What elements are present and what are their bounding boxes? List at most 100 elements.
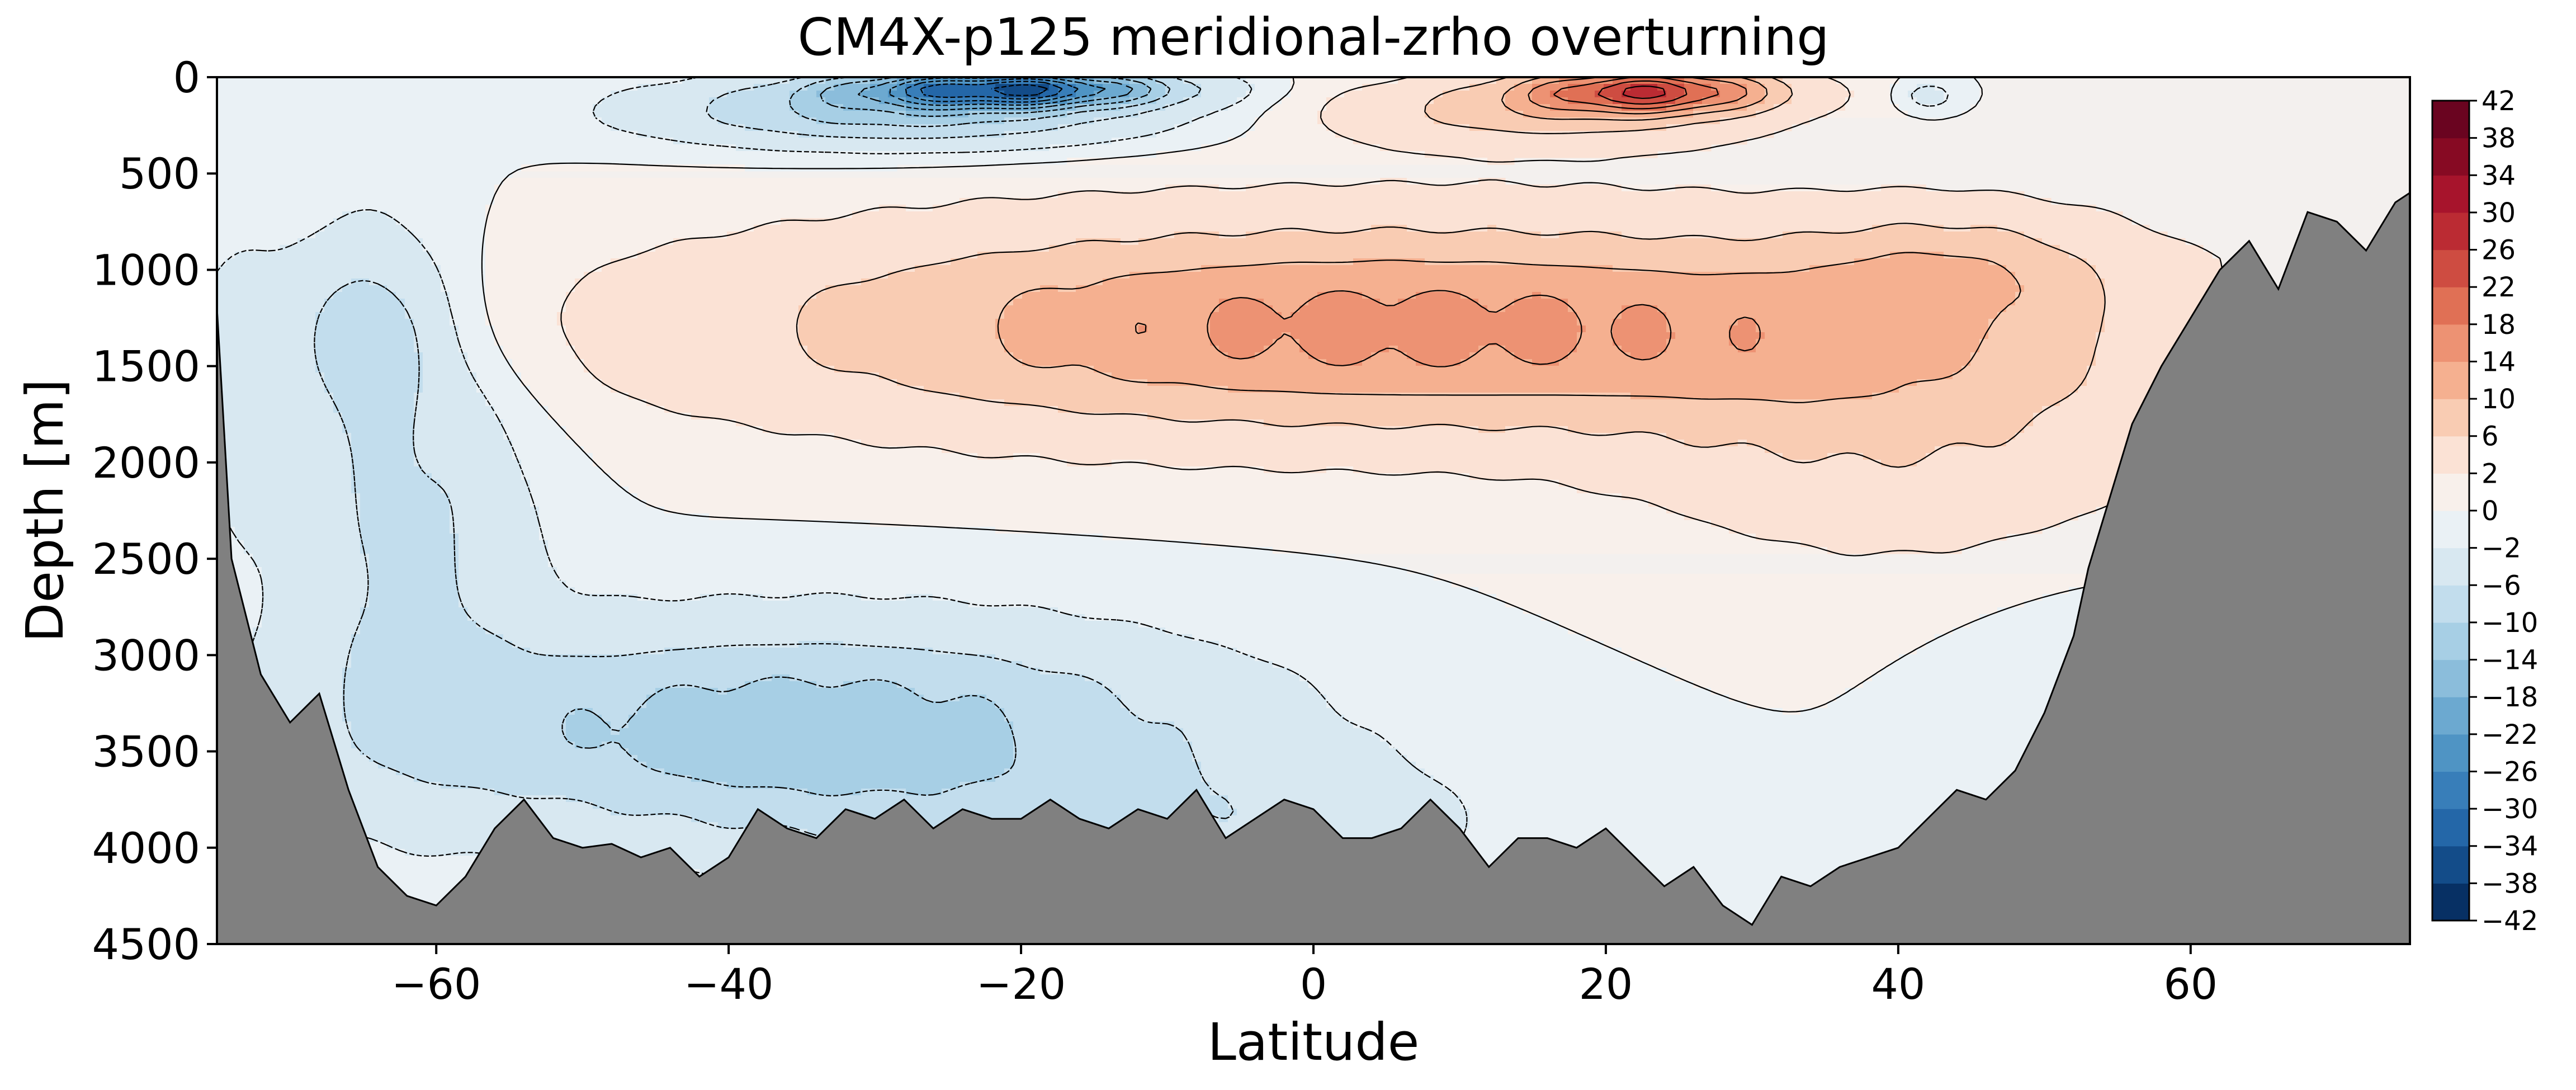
contour-line [997, 77, 2021, 403]
contour-cell [1505, 426, 1568, 433]
contour-cell [1192, 634, 1586, 641]
contour-cell [1210, 789, 1452, 796]
contour-cell [467, 359, 513, 366]
contour-cell [745, 681, 817, 688]
contour-cell [217, 97, 602, 105]
contour-cell [1997, 225, 2150, 232]
contour-cell [1577, 312, 1622, 319]
contour-cell [1129, 272, 2016, 279]
contour-cell [1881, 668, 2069, 675]
contour-cell [807, 299, 1014, 306]
contour-cell [1765, 332, 1989, 339]
contour-cell [217, 211, 343, 219]
contour-cell [1353, 466, 2159, 474]
contour-cell [1308, 352, 1372, 360]
contour-cell [1219, 641, 1604, 648]
colorbar-swatch [2432, 361, 2469, 399]
contour-cell [1371, 728, 2078, 735]
contour-cell [342, 708, 575, 715]
contour-cell [2060, 245, 2204, 252]
contour-cell [861, 91, 888, 98]
contour-cell [1756, 111, 1828, 118]
contour-cell [1004, 305, 1220, 313]
contour-cell [1783, 453, 1828, 460]
contour-cell [1013, 748, 1193, 756]
bathymetry-mask [217, 191, 2410, 944]
contour-cell [1559, 232, 1622, 239]
contour-cell [1792, 91, 1855, 98]
contour-cell [1058, 406, 2043, 413]
contour-cell [1138, 238, 2043, 246]
colorbar-tick-label: 10 [2482, 384, 2516, 415]
contour-line [1135, 77, 1761, 367]
contour-cell [798, 131, 1005, 138]
contour-cell [1201, 768, 1425, 776]
contour-cell [1711, 84, 1747, 91]
contour-cell [575, 285, 826, 292]
contour-cell [217, 218, 334, 225]
contour-cell [280, 245, 423, 252]
colorbar-swatch [2432, 249, 2469, 287]
contour-cell [217, 393, 334, 400]
contour-cell [530, 480, 620, 487]
contour-cell [1183, 728, 1372, 735]
contour-cell [503, 419, 557, 427]
contour-cell [727, 782, 960, 789]
contour-cell [1657, 352, 1971, 360]
colorbar-swatch [2432, 101, 2469, 139]
contour-cell [351, 634, 504, 641]
contour-cell [217, 279, 352, 286]
colorbar-swatch [2432, 883, 2469, 921]
contour-cell [1103, 84, 1130, 91]
contour-cell [1729, 695, 1837, 702]
contour-cell [646, 500, 1649, 507]
contour-cell [1729, 527, 2043, 534]
contour-cell [217, 433, 352, 440]
contour-cell [485, 627, 1166, 635]
contour-cell [897, 681, 1103, 688]
contour-cell [1666, 346, 1738, 353]
contour-cell [1917, 97, 1944, 105]
contour-cell [503, 433, 566, 440]
contour-cell [1299, 346, 1389, 353]
contour-cell [637, 84, 754, 91]
contour-cell [503, 178, 1381, 185]
contour-cell [1666, 319, 1738, 326]
contour-cell [441, 782, 727, 789]
contour-cell [1478, 178, 1506, 185]
contour-cell [1353, 721, 2078, 729]
contour-cell [244, 540, 361, 548]
contour-cell [995, 775, 1202, 782]
y-tick-label: 4000 [92, 823, 200, 873]
contour-cell [441, 487, 531, 494]
contour-cell [414, 413, 495, 420]
contour-cell [360, 493, 450, 501]
contour-cell [637, 131, 799, 138]
contour-cell [584, 446, 942, 454]
contour-cell [253, 554, 370, 561]
contour-cell [494, 789, 808, 796]
contour-cell [1237, 97, 1282, 105]
contour-cell [369, 574, 459, 581]
contour-cell [1675, 332, 1729, 339]
contour-cell [1040, 104, 1076, 111]
contour-cell [664, 406, 1058, 413]
contour-cell [1058, 124, 1175, 131]
contour-cell [1469, 124, 1667, 131]
contour-cell [1040, 91, 1058, 98]
contour-cell [1586, 325, 1613, 333]
contour-cell [512, 453, 593, 460]
contour-cell [575, 440, 862, 447]
contour-cell [1613, 265, 1810, 272]
contour-cell [1434, 574, 2150, 581]
contour-cell [1022, 359, 1327, 366]
contour-cell [459, 339, 495, 346]
contour-cell [351, 721, 566, 729]
contour-cell [1630, 352, 1658, 360]
contour-cell [1747, 104, 1774, 111]
contour-cell [1112, 460, 1148, 467]
contour-cell [217, 272, 441, 279]
contour-cell [253, 627, 361, 635]
x-axis-label: Latitude [1208, 1012, 1420, 1072]
contour-cell [1675, 185, 1712, 192]
